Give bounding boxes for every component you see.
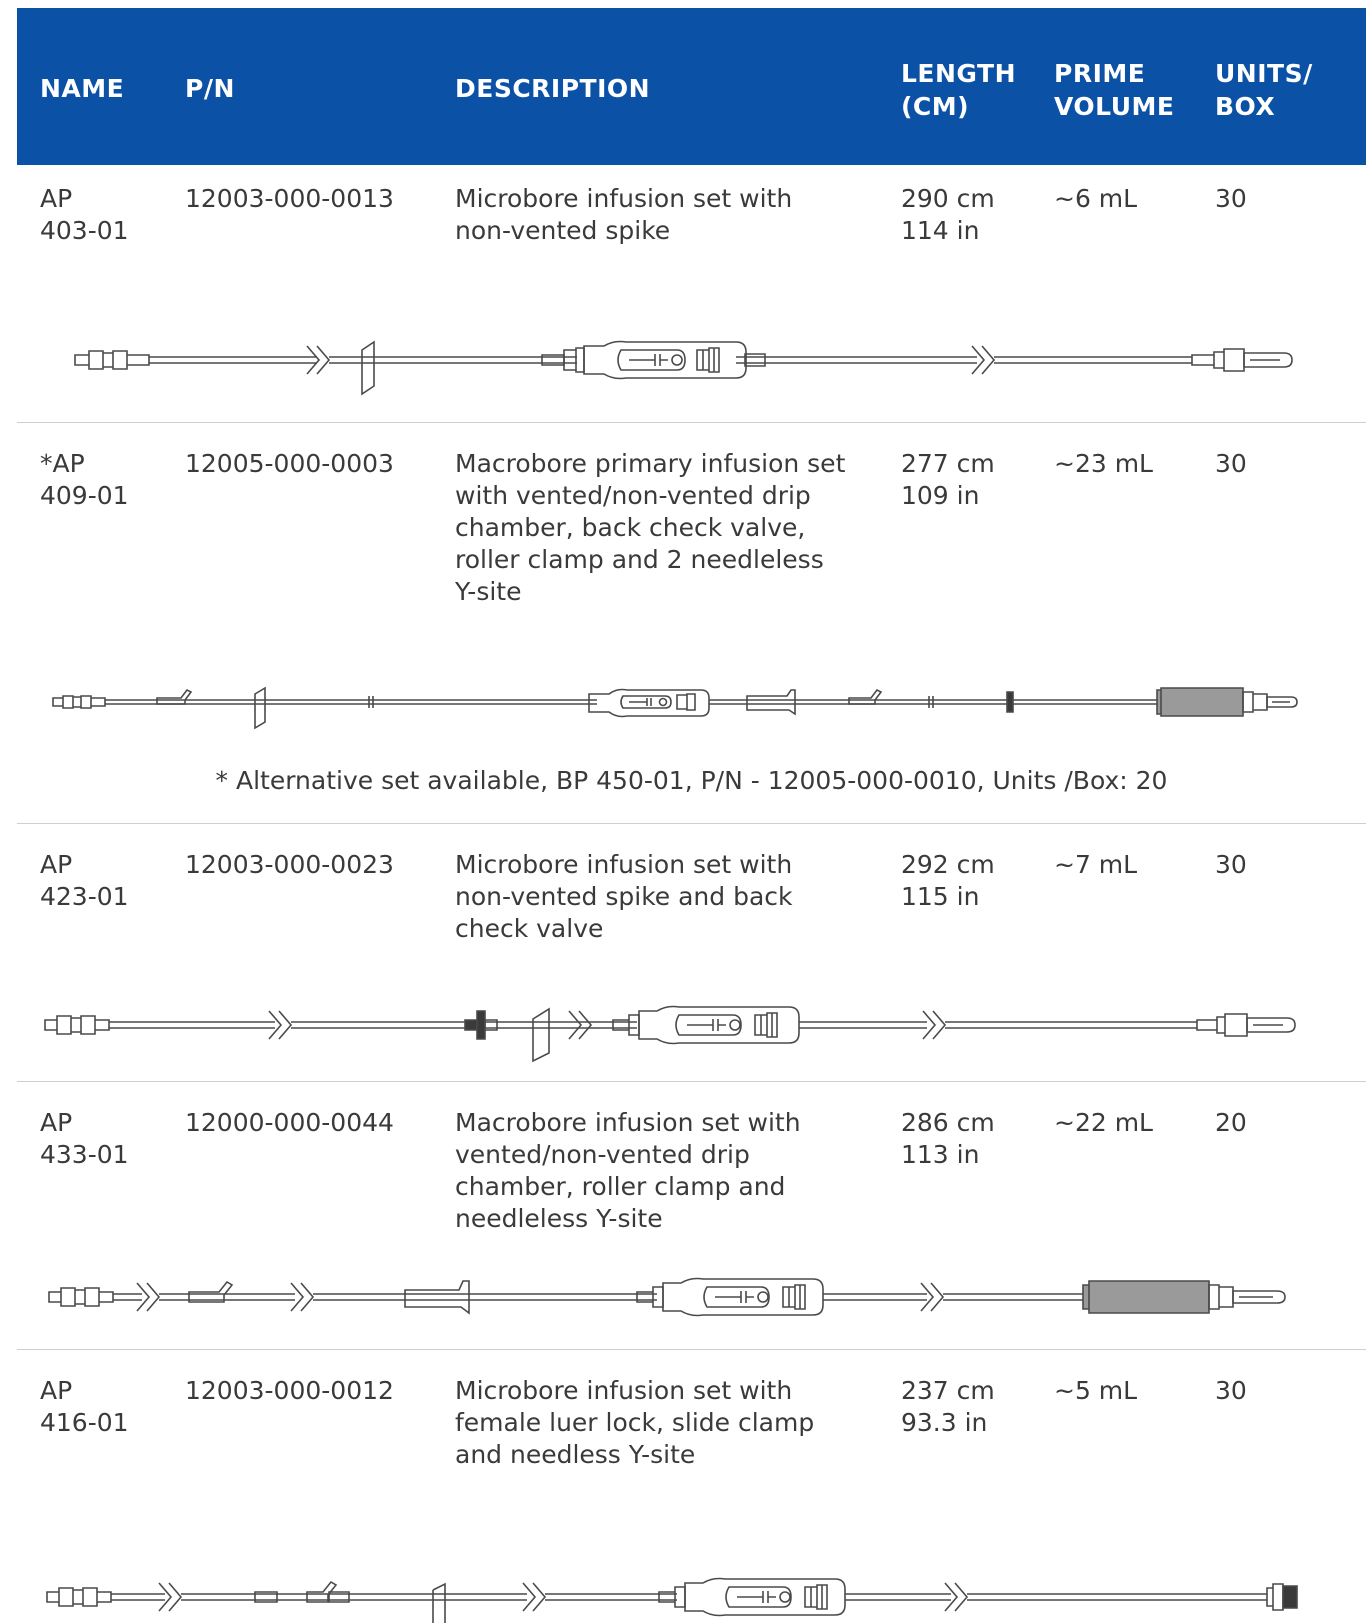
row-description: Macrobore infusion set with vented/non-v…	[455, 1107, 801, 1235]
description-line: Microbore infusion set with	[455, 850, 793, 879]
length-in: 109 in	[901, 481, 980, 510]
header-length-line2: (CM)	[901, 92, 970, 121]
row-length: 286 cm 113 in	[901, 1107, 995, 1171]
product-table: NAME P/N DESCRIPTION LENGTH (CM) PRIME V…	[17, 8, 1366, 1623]
row-length: 290 cm 114 in	[901, 183, 995, 247]
description-line: roller clamp and 2 needleless	[455, 545, 824, 574]
row-prime-volume: ~5 mL	[1054, 1376, 1138, 1405]
row-name: AP 433-01	[40, 1107, 129, 1171]
row-name: AP 416-01	[40, 1375, 129, 1439]
infusion-set-diagram	[48, 1277, 1286, 1317]
row-name-line1: AP	[40, 850, 73, 879]
row-divider	[17, 823, 1366, 824]
footnote: * Alternative set available, BP 450-01, …	[215, 766, 1168, 795]
description-line: Macrobore infusion set with	[455, 1108, 801, 1137]
row-name-line1: AP	[40, 184, 73, 213]
row-prime-volume: ~22 mL	[1054, 1108, 1153, 1137]
row-name-line2: 409-01	[40, 481, 129, 510]
row-units-box: 30	[1215, 850, 1247, 879]
row-pn: 12005-000-0003	[185, 449, 394, 478]
length-in: 114 in	[901, 216, 980, 245]
row-name: AP 403-01	[40, 183, 129, 247]
length-cm: 277 cm	[901, 449, 995, 478]
row-pn: 12003-000-0012	[185, 1376, 394, 1405]
row-description: Macrobore primary infusion set with vent…	[455, 448, 845, 608]
description-line: Microbore infusion set with	[455, 1376, 793, 1405]
row-prime-volume: ~7 mL	[1054, 850, 1138, 879]
infusion-set-diagram	[46, 1577, 1298, 1623]
length-cm: 286 cm	[901, 1108, 995, 1137]
header-length: LENGTH (CM)	[901, 57, 1016, 123]
header-units-line1: UNITS/	[1215, 59, 1313, 88]
row-divider	[17, 1349, 1366, 1350]
row-length: 277 cm 109 in	[901, 448, 995, 512]
header-prime-line1: PRIME	[1054, 59, 1146, 88]
row-units-box: 30	[1215, 184, 1247, 213]
length-in: 115 in	[901, 882, 980, 911]
header-name: NAME	[40, 74, 125, 103]
row-name-line2: 403-01	[40, 216, 129, 245]
header-pn: P/N	[185, 74, 235, 103]
description-line: needleless Y-site	[455, 1204, 663, 1233]
infusion-set-diagram	[44, 1005, 1296, 1063]
description-line: Y-site	[455, 577, 522, 606]
row-name-line2: 423-01	[40, 882, 129, 911]
description-line: Microbore infusion set with	[455, 184, 793, 213]
header-length-line1: LENGTH	[901, 59, 1016, 88]
row-name-line1: AP	[40, 1376, 73, 1405]
row-description: Microbore infusion set with female luer …	[455, 1375, 814, 1471]
description-line: non-vented spike	[455, 216, 671, 245]
row-prime-volume: ~6 mL	[1054, 184, 1138, 213]
row-divider	[17, 1081, 1366, 1082]
row-prime-volume: ~23 mL	[1054, 449, 1153, 478]
row-name-line1: AP	[40, 1108, 73, 1137]
row-name-line2: 433-01	[40, 1140, 129, 1169]
description-line: with vented/non-vented drip	[455, 481, 811, 510]
table-header: NAME P/N DESCRIPTION LENGTH (CM) PRIME V…	[17, 8, 1366, 165]
header-description: DESCRIPTION	[455, 74, 651, 103]
description-line: chamber, roller clamp and	[455, 1172, 786, 1201]
row-pn: 12000-000-0044	[185, 1108, 394, 1137]
description-line: female luer lock, slide clamp	[455, 1408, 815, 1437]
description-line: and needless Y-site	[455, 1440, 696, 1469]
description-line: chamber, back check valve,	[455, 513, 806, 542]
row-name: *AP 409-01	[40, 448, 129, 512]
row-length: 237 cm 93.3 in	[901, 1375, 995, 1439]
row-pn: 12003-000-0023	[185, 850, 394, 879]
row-description: Microbore infusion set with non-vented s…	[455, 183, 792, 247]
length-cm: 292 cm	[901, 850, 995, 879]
description-line: check valve	[455, 914, 604, 943]
description-line: non-vented spike and back	[455, 882, 793, 911]
row-name-line2: 416-01	[40, 1408, 129, 1437]
row-pn: 12003-000-0013	[185, 184, 394, 213]
length-in: 113 in	[901, 1140, 980, 1169]
header-units-box: UNITS/ BOX	[1215, 57, 1313, 123]
length-cm: 237 cm	[901, 1376, 995, 1405]
description-line: Macrobore primary infusion set	[455, 449, 846, 478]
row-name: AP 423-01	[40, 849, 129, 913]
infusion-set-diagram	[52, 686, 1298, 730]
row-units-box: 30	[1215, 449, 1247, 478]
length-in: 93.3 in	[901, 1408, 988, 1437]
row-divider	[17, 422, 1366, 423]
row-name-line1: *AP	[40, 449, 85, 478]
header-prime-line2: VOLUME	[1054, 92, 1175, 121]
row-units-box: 20	[1215, 1108, 1247, 1137]
header-prime-volume: PRIME VOLUME	[1054, 57, 1174, 123]
row-description: Microbore infusion set with non-vented s…	[455, 849, 793, 945]
row-units-box: 30	[1215, 1376, 1247, 1405]
row-length: 292 cm 115 in	[901, 849, 995, 913]
length-cm: 290 cm	[901, 184, 995, 213]
header-units-line2: BOX	[1215, 92, 1276, 121]
description-line: vented/non-vented drip	[455, 1140, 750, 1169]
infusion-set-diagram	[74, 340, 1293, 396]
